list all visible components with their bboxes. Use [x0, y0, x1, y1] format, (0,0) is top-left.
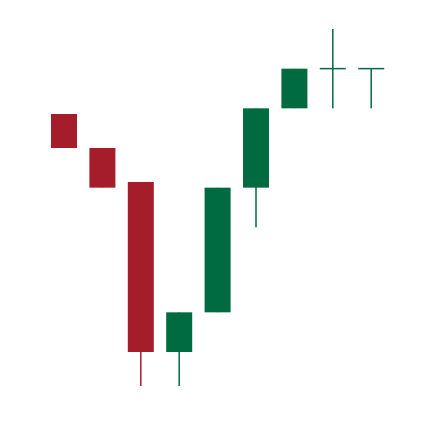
candle-body — [204, 187, 231, 313]
candle-body — [243, 108, 269, 188]
candle-6 — [243, 108, 269, 228]
candle-2 — [89, 148, 116, 188]
candle-9 — [358, 67, 385, 109]
candle-body — [127, 182, 154, 352]
candle-4 — [166, 312, 193, 386]
candle-3 — [127, 182, 154, 386]
candle-8 — [319, 29, 346, 109]
candle-1 — [51, 114, 77, 148]
candle-body — [89, 148, 116, 188]
candle-7 — [281, 68, 308, 109]
candle-body — [281, 68, 308, 109]
candle-body — [51, 114, 77, 148]
candle-body — [166, 312, 193, 352]
candle-5 — [204, 187, 231, 313]
